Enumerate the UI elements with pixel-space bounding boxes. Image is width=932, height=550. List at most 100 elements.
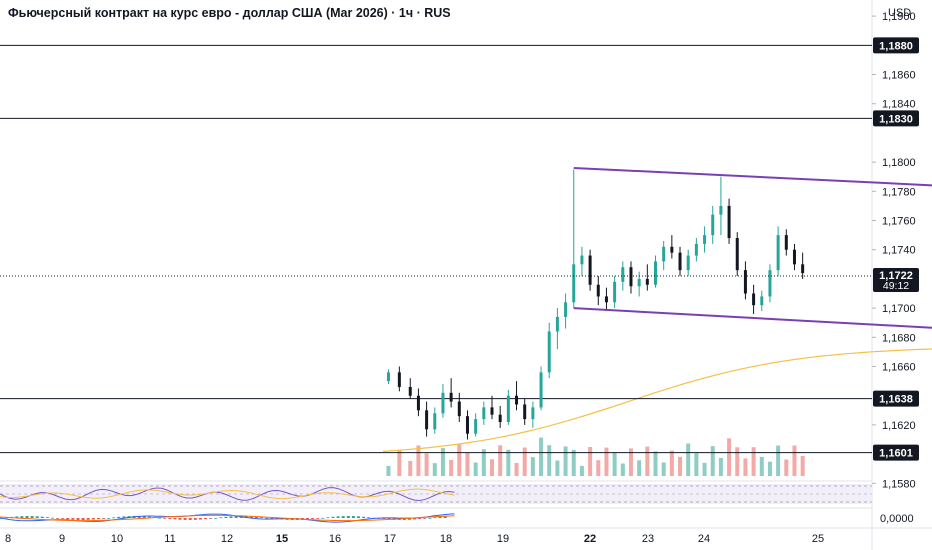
candle-body xyxy=(433,413,437,430)
volume-bar xyxy=(800,455,805,476)
candle-body xyxy=(515,395,519,405)
candle-body xyxy=(531,407,535,420)
macd-histogram-bar xyxy=(321,517,325,519)
currency-label[interactable]: USD xyxy=(888,7,912,19)
candle-body xyxy=(523,404,527,420)
macd-histogram-bar xyxy=(357,516,360,518)
candle-body xyxy=(425,410,429,430)
y-tick-label: 1,1680 xyxy=(882,332,916,344)
macd-histogram-bar xyxy=(382,518,386,519)
chart-title: Фьючерсный контракт на курс евро - долла… xyxy=(8,6,451,20)
y-tick-label: 1,1800 xyxy=(882,157,916,169)
candle-body xyxy=(760,296,764,306)
current-price-label: 1,1722 xyxy=(879,270,913,282)
volume-bar xyxy=(522,447,527,476)
macd-histogram-bar xyxy=(346,516,350,518)
macd-histogram-bar xyxy=(112,517,116,519)
candle-body xyxy=(547,331,551,373)
candle-body xyxy=(711,214,715,236)
volume-bar xyxy=(669,450,674,476)
candle-body xyxy=(490,407,494,415)
macd-histogram-bar xyxy=(428,517,432,519)
price-axis[interactable]: 1,1900 1,1860 1,1840 1,1800 1,1780 1,1760 1,17… xyxy=(872,11,919,525)
channel-line[interactable] xyxy=(573,307,932,346)
candle-body xyxy=(735,238,739,271)
macd-histogram-bar xyxy=(76,518,80,520)
macd-histogram-bar xyxy=(107,517,111,519)
candle-body xyxy=(792,249,796,265)
candle-body xyxy=(386,372,390,382)
volume-bar xyxy=(588,447,593,476)
candle-body xyxy=(555,316,559,332)
y-tick-label: 1,1760 xyxy=(882,216,916,228)
x-tick-label: 18 xyxy=(440,533,452,545)
macd-histogram-bar xyxy=(91,518,95,520)
candle-body xyxy=(662,246,666,262)
candle-body xyxy=(506,395,510,422)
time-axis[interactable]: 8 9 10 11 12 15 16 17 18 19 22 23 24 25 xyxy=(5,533,824,545)
macd-histogram-bar xyxy=(229,516,233,518)
macd-histogram-bar xyxy=(443,516,447,518)
volume-bar xyxy=(449,459,454,476)
macd-histogram-bar xyxy=(260,517,264,519)
x-tick-label: 17 xyxy=(384,533,396,545)
y-tick-label: 1,1700 xyxy=(882,303,916,315)
bar-countdown-label: 49:12 xyxy=(883,280,909,292)
candle-body xyxy=(727,205,731,239)
macd-histogram-bar xyxy=(66,518,70,520)
level-label: 1,1601 xyxy=(879,448,913,460)
macd-histogram-bar xyxy=(86,518,90,520)
volume-bar xyxy=(506,449,511,476)
indicator-panes xyxy=(0,484,872,523)
trend-channel[interactable] xyxy=(573,166,932,346)
candle-body xyxy=(613,281,617,303)
y-tick-label: 1,1740 xyxy=(882,245,916,257)
rsi-line xyxy=(0,487,455,502)
moving-average xyxy=(382,348,932,452)
macd-histogram-bar xyxy=(122,516,126,518)
candle-body xyxy=(482,407,486,420)
volume-bar xyxy=(440,448,445,476)
macd-histogram-bar xyxy=(255,516,258,518)
volume-bar xyxy=(686,443,691,476)
x-tick-label: 25 xyxy=(812,533,824,545)
x-tick-label: 10 xyxy=(111,533,123,545)
volume-bar xyxy=(661,462,666,476)
x-tick-label: 23 xyxy=(642,533,654,545)
macd-histogram-bar xyxy=(178,518,182,520)
macd-histogram-bar xyxy=(25,516,29,518)
volume-bar xyxy=(784,459,789,476)
volume-bar xyxy=(735,447,740,476)
macd-histogram-bar xyxy=(214,517,218,519)
macd-histogram-bar xyxy=(423,518,427,519)
candle-body xyxy=(441,392,445,414)
volume-bars xyxy=(386,437,805,476)
macd-histogram-bar xyxy=(209,518,213,519)
candle-body xyxy=(416,395,420,411)
volume-bar xyxy=(776,445,781,476)
volume-bar xyxy=(397,450,402,476)
volume-bar xyxy=(628,448,633,476)
macd-histogram-bar xyxy=(56,518,60,519)
y-tick-label: 1,1620 xyxy=(882,420,916,432)
volume-bar xyxy=(678,456,683,476)
macd-histogram-bar xyxy=(168,518,172,519)
y-tick-label: 1,1580 xyxy=(882,478,916,490)
macd-histogram-bar xyxy=(249,516,253,518)
volume-bar xyxy=(620,463,625,476)
volume-bar xyxy=(710,446,715,476)
level-label: 1,1638 xyxy=(879,394,913,406)
candle-body xyxy=(564,302,568,317)
macd-histogram-bar xyxy=(204,518,207,520)
candle-body xyxy=(776,235,780,271)
volume-bar xyxy=(767,461,772,476)
candle-body xyxy=(637,278,641,287)
channel-line[interactable] xyxy=(573,166,932,202)
volume-bar xyxy=(530,457,535,476)
candle-body xyxy=(498,414,502,422)
volume-bar xyxy=(612,453,617,476)
candle-body xyxy=(645,278,649,285)
horizontal-levels[interactable]: 1,1880 1,1830 1,1638 1,1601 xyxy=(0,37,919,461)
macd-histogram-bar xyxy=(331,516,335,518)
